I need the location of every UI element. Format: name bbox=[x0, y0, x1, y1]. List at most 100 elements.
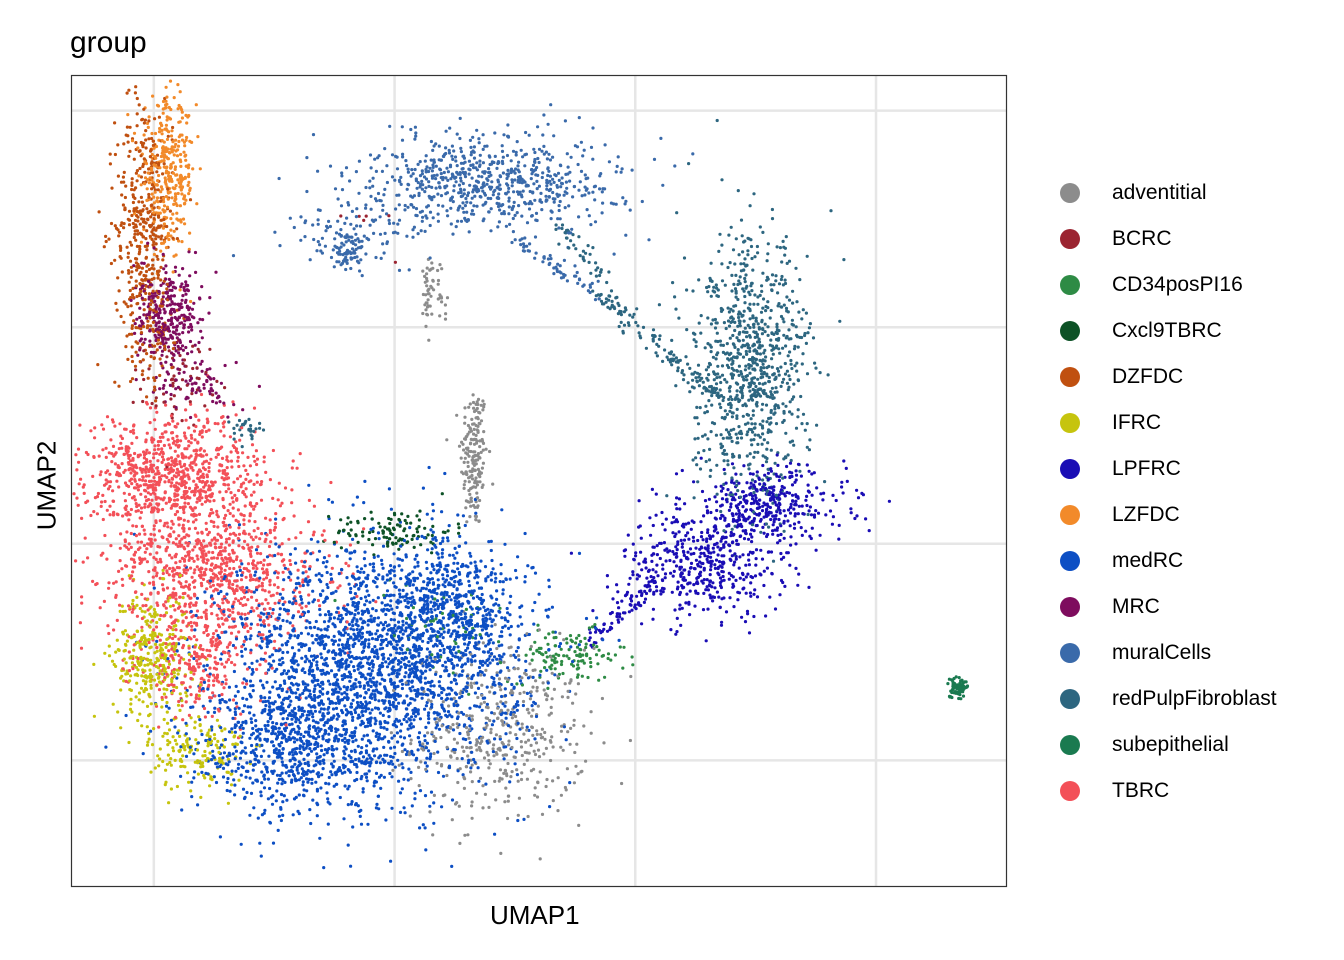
point-medRC bbox=[437, 727, 442, 731]
point-muralCells bbox=[333, 187, 338, 191]
point-MRC bbox=[169, 294, 173, 298]
point-medRC bbox=[497, 644, 501, 648]
point-TBRC bbox=[143, 502, 147, 506]
point-LZFDC bbox=[183, 176, 187, 180]
point-medRC bbox=[410, 591, 414, 595]
point-MRC bbox=[209, 383, 213, 387]
point-redPulpFibroblast bbox=[779, 305, 783, 309]
point-medRC bbox=[228, 708, 232, 712]
point-TBRC bbox=[229, 631, 234, 635]
point-adventitial bbox=[400, 749, 404, 754]
point-adventitial bbox=[424, 767, 428, 772]
point-medRC bbox=[403, 598, 407, 603]
point-DZFDC bbox=[126, 305, 130, 309]
point-LZFDC bbox=[168, 79, 173, 83]
point-TBRC bbox=[238, 601, 242, 606]
point-MRC bbox=[181, 294, 185, 298]
point-CD34posPI16 bbox=[588, 656, 592, 661]
point-medRC bbox=[236, 766, 240, 771]
point-TBRC bbox=[268, 553, 272, 557]
point-adventitial bbox=[425, 276, 429, 281]
point-medRC bbox=[319, 593, 323, 598]
point-medRC bbox=[514, 750, 518, 754]
point-LPFRC bbox=[752, 614, 756, 619]
point-medRC bbox=[398, 694, 402, 698]
point-adventitial bbox=[576, 682, 581, 686]
point-medRC bbox=[394, 725, 399, 729]
point-LPFRC bbox=[617, 620, 621, 624]
point-medRC bbox=[296, 687, 300, 692]
point-medRC bbox=[533, 571, 538, 575]
point-DZFDC bbox=[150, 272, 154, 276]
point-TBRC bbox=[169, 463, 173, 467]
point-medRC bbox=[517, 658, 521, 662]
point-medRC bbox=[319, 744, 323, 748]
point-muralCells bbox=[410, 168, 414, 172]
point-Cxcl9TBRC bbox=[456, 522, 460, 526]
point-redPulpFibroblast bbox=[619, 313, 624, 317]
point-DZFDC bbox=[131, 286, 135, 290]
point-TBRC bbox=[252, 490, 256, 494]
point-adventitial bbox=[620, 781, 624, 786]
point-TBRC bbox=[168, 566, 172, 571]
point-LZFDC bbox=[147, 115, 151, 119]
point-TBRC bbox=[187, 486, 192, 490]
point-redPulpFibroblast bbox=[710, 403, 714, 407]
point-LPFRC bbox=[714, 485, 718, 489]
point-TBRC bbox=[207, 469, 211, 473]
point-medRC bbox=[348, 672, 353, 676]
point-medRC bbox=[451, 592, 455, 596]
point-TBRC bbox=[144, 483, 148, 487]
point-muralCells bbox=[383, 187, 387, 191]
point-TBRC bbox=[227, 625, 232, 629]
point-medRC bbox=[349, 675, 353, 679]
point-DZFDC bbox=[135, 169, 139, 173]
point-medRC bbox=[307, 763, 311, 768]
point-medRC bbox=[358, 684, 362, 688]
point-TBRC bbox=[262, 455, 266, 459]
point-redPulpFibroblast bbox=[761, 375, 765, 379]
point-TBRC bbox=[93, 436, 97, 440]
point-LPFRC bbox=[789, 543, 793, 547]
point-adventitial bbox=[519, 777, 524, 782]
point-medRC bbox=[243, 746, 247, 750]
point-Cxcl9TBRC bbox=[430, 551, 434, 555]
point-medRC bbox=[490, 723, 494, 727]
point-adventitial bbox=[457, 444, 462, 448]
point-TBRC bbox=[278, 599, 282, 603]
point-muralCells bbox=[513, 238, 517, 242]
point-adventitial bbox=[510, 770, 514, 774]
point-IFRC bbox=[187, 780, 191, 784]
point-TBRC bbox=[260, 532, 264, 536]
point-medRC bbox=[392, 569, 396, 573]
point-medRC bbox=[486, 575, 490, 579]
point-IFRC bbox=[189, 716, 193, 720]
point-muralCells bbox=[331, 248, 335, 252]
point-redPulpFibroblast bbox=[721, 350, 726, 354]
point-redPulpFibroblast bbox=[661, 359, 665, 363]
point-muralCells bbox=[513, 178, 517, 182]
point-TBRC bbox=[329, 480, 333, 485]
point-medRC bbox=[217, 636, 222, 640]
point-redPulpFibroblast bbox=[788, 350, 792, 354]
point-TBRC bbox=[170, 431, 174, 435]
point-redPulpFibroblast bbox=[761, 419, 765, 423]
point-redPulpFibroblast bbox=[589, 271, 593, 275]
point-CD34posPI16 bbox=[411, 606, 415, 610]
point-medRC bbox=[195, 596, 199, 600]
point-medRC bbox=[480, 708, 484, 712]
point-LPFRC bbox=[752, 592, 756, 596]
point-medRC bbox=[475, 595, 479, 599]
point-IFRC bbox=[208, 784, 212, 788]
point-IFRC bbox=[155, 620, 159, 625]
point-TBRC bbox=[235, 555, 239, 559]
point-IFRC bbox=[130, 710, 134, 714]
point-redPulpFibroblast bbox=[794, 266, 798, 270]
point-redPulpFibroblast bbox=[714, 382, 719, 386]
point-adventitial bbox=[425, 272, 429, 276]
point-redPulpFibroblast bbox=[761, 362, 765, 366]
point-redPulpFibroblast bbox=[707, 458, 712, 462]
point-DZFDC bbox=[151, 139, 155, 143]
point-DZFDC bbox=[135, 257, 139, 261]
